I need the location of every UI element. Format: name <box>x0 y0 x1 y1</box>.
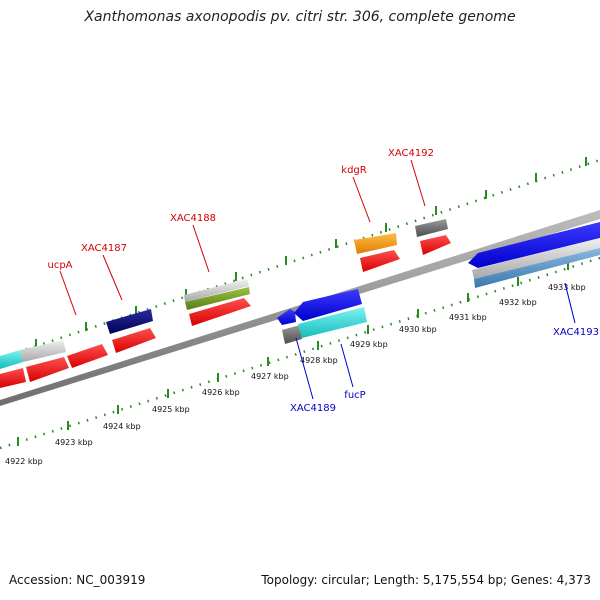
gene-xac4192-red <box>420 235 451 255</box>
genome-stats-text: Topology: circular; Length: 5,175,554 bp… <box>261 573 591 587</box>
tick-label-4933: 4933 kbp <box>548 283 586 292</box>
forward-genes[interactable] <box>0 219 451 388</box>
gene-gray-small <box>282 325 302 344</box>
tick-label-4928: 4928 kbp <box>300 356 338 365</box>
gene-xac4192 <box>415 219 448 237</box>
label-xac4192[interactable]: XAC4192 <box>388 148 434 159</box>
gene-steel-lower-right <box>474 248 600 288</box>
gene-xac4187-navy <box>106 309 153 334</box>
gene-xac4189 <box>294 289 362 321</box>
gene-cyan-left <box>0 350 23 369</box>
tick-label-4930: 4930 kbp <box>399 325 437 334</box>
gene-olive <box>185 287 250 310</box>
gene-red-left-2 <box>26 357 69 382</box>
tick-label-4932: 4932 kbp <box>499 298 537 307</box>
label-ucpA[interactable]: ucpA <box>47 260 72 271</box>
tick-label-4924: 4924 kbp <box>103 422 141 431</box>
gene-light-left <box>20 340 66 362</box>
tick-label-4926: 4926 kbp <box>202 388 240 397</box>
reverse-genes[interactable] <box>277 222 600 344</box>
tick-label-4922: 4922 kbp <box>5 457 43 466</box>
label-kdgR[interactable]: kdgR <box>341 165 366 176</box>
tick-label-4929: 4929 kbp <box>350 340 388 349</box>
accession-text: Accession: NC_003919 <box>9 573 146 587</box>
gene-xac4193 <box>468 222 600 268</box>
gene-xac4188 <box>189 298 251 326</box>
gene-fucP <box>298 307 367 338</box>
gene-light-upper <box>184 279 249 302</box>
gene-ucpA <box>67 344 108 368</box>
label-leaders <box>59 159 576 400</box>
label-xac4189[interactable]: XAC4189 <box>290 403 336 414</box>
gene-light-lower-right <box>472 238 600 279</box>
label-xac4187[interactable]: XAC4187 <box>81 243 127 254</box>
gene-xac4187-red <box>112 328 156 353</box>
tick-label-4931: 4931 kbp <box>449 313 487 322</box>
map-title: Xanthomonas axonopodis pv. citri str. 30… <box>84 9 516 25</box>
gene-labels: ucpA XAC4187 XAC4188 kdgR XAC4192 XAC418… <box>47 148 598 414</box>
kbp-labels: 4922 kbp 4923 kbp 4924 kbp 4925 kbp 4926… <box>5 283 586 466</box>
label-xac4188[interactable]: XAC4188 <box>170 213 216 224</box>
gene-kdgR <box>354 233 397 254</box>
gene-blue-small <box>277 309 296 325</box>
tick-label-4925: 4925 kbp <box>152 405 190 414</box>
label-xac4193[interactable]: XAC4193 <box>553 327 599 338</box>
tick-label-4927: 4927 kbp <box>251 372 289 381</box>
gene-red-left-1 <box>0 368 26 388</box>
major-ticks <box>17 157 587 446</box>
label-fucP[interactable]: fucP <box>344 390 365 401</box>
gene-kdgR-red <box>360 250 400 272</box>
tick-label-4923: 4923 kbp <box>55 438 93 447</box>
